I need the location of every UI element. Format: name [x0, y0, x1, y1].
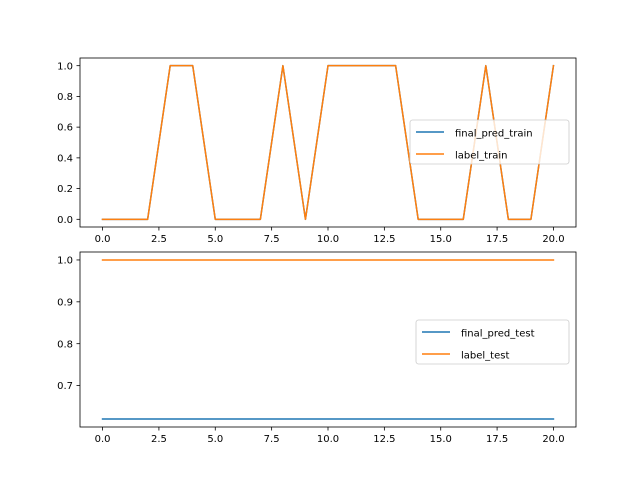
y-tick-label: 0.0	[57, 215, 73, 226]
x-tick-label: 15.0	[430, 234, 452, 245]
legend-label: final_pred_test	[461, 329, 535, 340]
x-tick-label: 17.5	[486, 234, 508, 245]
x-tick-label: 2.5	[151, 434, 167, 445]
series-line-1-2	[101, 64, 555, 221]
x-tick-label: 15.0	[430, 434, 452, 445]
legend: final_pred_test label_test	[415, 319, 570, 365]
x-tick-label: 0.0	[95, 234, 111, 245]
y-tick-label: 0.8	[57, 339, 73, 350]
y-tick-label: 0.2	[57, 184, 73, 195]
y-tick-label: 0.6	[57, 123, 73, 134]
y-tick-label: 1.0	[57, 61, 73, 72]
legend-label: label_test	[461, 351, 509, 362]
subplot-2: 0.0 2.5 5.0 7.5 10.0 12.5 15.0 17.5 20.0 0.7 0.8 0.…	[57, 251, 577, 445]
x-tick-label: 12.5	[373, 234, 395, 245]
x-tick-label: 5.0	[207, 434, 223, 445]
legend-frame	[409, 119, 570, 165]
x-tick-label: 7.5	[264, 234, 280, 245]
x-tick-label: 5.0	[207, 234, 223, 245]
x-tick-label: 17.5	[486, 434, 508, 445]
legend-frame	[415, 319, 570, 365]
x-tick-label: 10.0	[317, 434, 339, 445]
x-tick-label: 0.0	[95, 434, 111, 445]
x-tick-label: 10.0	[317, 234, 339, 245]
y-tick-label: 0.7	[57, 381, 73, 392]
y-tick-label: 1.0	[57, 256, 73, 267]
x-tick-label: 20.0	[542, 234, 564, 245]
x-tick-label: 12.5	[373, 434, 395, 445]
x-tick-label: 20.0	[542, 434, 564, 445]
legend-label: final_pred_train	[455, 129, 533, 140]
x-tick-label: 2.5	[151, 234, 167, 245]
subplot-1: 0.0 2.5 5.0 7.5 10.0 12.5 15.0 17.5 20.0 0.0 0.2 0.…	[57, 57, 577, 245]
legend-label: label_train	[455, 151, 507, 162]
y-tick-label: 0.9	[57, 297, 73, 308]
y-tick-label: 0.4	[57, 153, 73, 164]
y-tick-label: 0.8	[57, 92, 73, 103]
x-tick-label: 7.5	[264, 434, 280, 445]
legend: final_pred_train label_train	[409, 119, 570, 165]
